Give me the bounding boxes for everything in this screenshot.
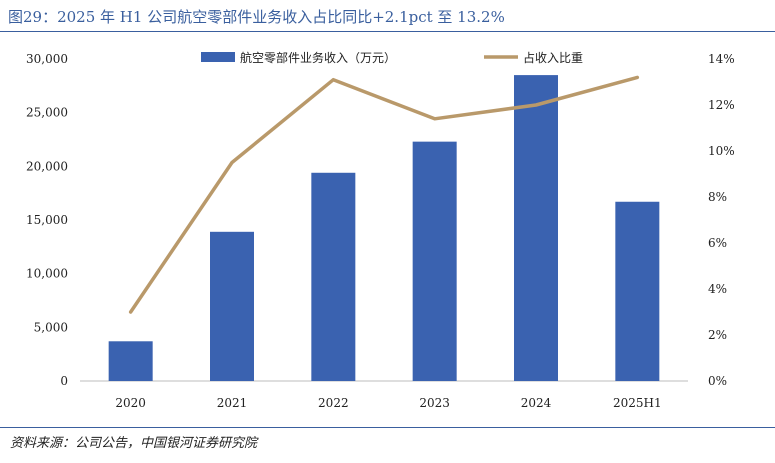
legend-bar-swatch (201, 52, 235, 62)
bar (311, 172, 356, 381)
y-left-tick-label: 10,000 (26, 267, 68, 281)
share-line (128, 75, 640, 314)
y-right-tick-label: 12% (708, 98, 735, 112)
y-left-tick-label: 0 (60, 374, 68, 388)
y-left-tick-label: 15,000 (26, 213, 68, 227)
x-tick-label: 2020 (115, 396, 146, 410)
y-right-tick-label: 0% (708, 374, 727, 388)
x-tick-label: 2021 (217, 396, 248, 410)
x-tick-label: 2024 (521, 396, 552, 410)
source-note: 资料来源：公司公告，中国银河证券研究院 (10, 436, 258, 451)
figure-title: 图29：2025 年 H1 公司航空零部件业务收入占比同比+2.1pct 至 1… (8, 8, 505, 26)
legend-line-label: 占收入比重 (523, 50, 583, 65)
bar (412, 141, 457, 381)
y-right-tick-label: 6% (708, 236, 727, 250)
chart-legend: 航空零部件业务收入（万元） 占收入比重 (201, 50, 583, 65)
chart-axes: 0 5,000 10,000 15,000 20,000 25,000 30,000 0% 2%… (26, 52, 735, 410)
y-left-tick-label: 25,000 (26, 106, 68, 120)
x-tick-label: 2022 (318, 396, 349, 410)
y-right-tick-label: 10% (708, 144, 735, 158)
bar-series (108, 75, 660, 381)
y-left-tick-label: 30,000 (26, 52, 68, 66)
y-right-tick-label: 2% (708, 328, 727, 342)
y-right-tick-label: 14% (708, 52, 735, 66)
x-tick-label: 2025H1 (613, 396, 662, 410)
bar (108, 341, 153, 381)
title-rule (0, 31, 775, 32)
bar (210, 231, 254, 381)
bar (615, 201, 660, 381)
y-left-tick-label: 5,000 (34, 320, 68, 334)
source-rule (0, 427, 775, 428)
bar (514, 75, 558, 381)
y-left-tick-label: 20,000 (26, 159, 68, 173)
line-series (128, 75, 640, 314)
legend-bar-label: 航空零部件业务收入（万元） (240, 50, 396, 65)
y-right-tick-label: 4% (708, 282, 727, 296)
y-right-tick-label: 8% (708, 190, 727, 204)
x-tick-label: 2023 (419, 396, 450, 410)
